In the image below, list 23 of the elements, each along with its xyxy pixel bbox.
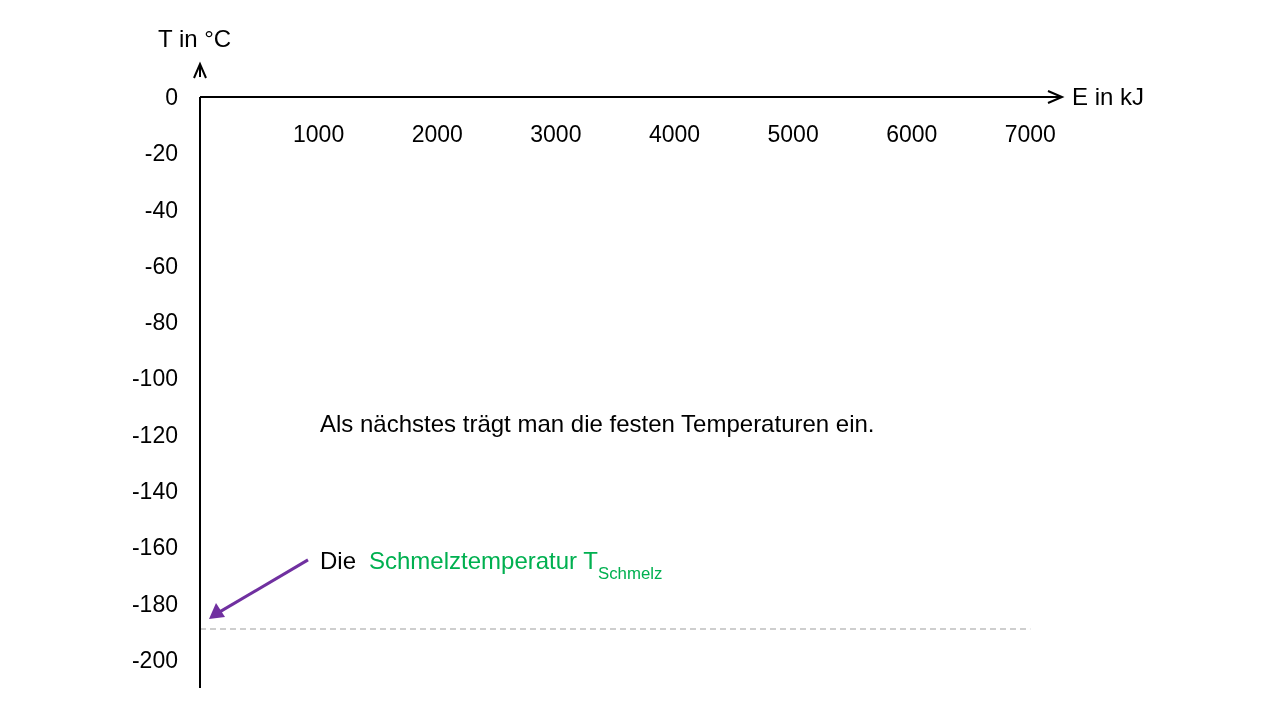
y-axis-title: T in °C [158, 25, 232, 52]
y-tick-label: -200 [131, 646, 178, 673]
y-tick-label: -120 [131, 421, 178, 448]
annotation: Als nächstes trägt man die festen Temperaturen ein. [320, 410, 875, 437]
y-tick-label: -100 [131, 365, 178, 392]
y-tick-label: -80 [144, 309, 178, 336]
y-tick-label: -40 [144, 196, 178, 223]
y-tick-label: -140 [131, 478, 178, 504]
x-tick-label: 7000 [1004, 121, 1056, 147]
x-tick-label: 1000 [293, 121, 345, 147]
y-tick-label: -60 [144, 252, 178, 279]
y-tick-label: 0 [165, 84, 178, 110]
x-tick-label: 5000 [767, 121, 819, 147]
x-axis-title: E in kJ [1072, 83, 1145, 110]
y-tick-label: -160 [131, 534, 178, 561]
x-tick-label: 4000 [648, 121, 701, 147]
x-tick-label: 6000 [886, 121, 938, 147]
y-tick-label: -20 [144, 140, 178, 167]
x-tick-label: 3000 [530, 121, 582, 147]
y-tick-label: -180 [131, 590, 178, 617]
annotation: Schmelztemperatur T$_{Schmelz}$ [369, 547, 663, 583]
annotation: Die [320, 547, 357, 574]
x-tick-label: 2000 [411, 121, 463, 147]
